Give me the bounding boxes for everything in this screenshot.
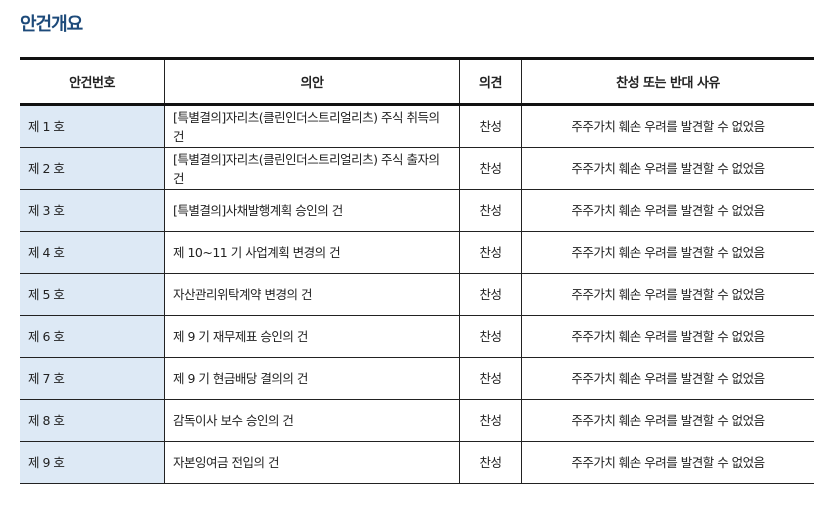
- agenda-title: 제 10~11 기 사업계획 변경의 건: [164, 231, 460, 274]
- agenda-number: 제 1 호: [20, 104, 165, 148]
- opinion: 찬성: [459, 273, 522, 316]
- header-reason: 찬성 또는 반대 사유: [521, 57, 814, 106]
- agenda-title: 제 9 기 재무제표 승인의 건: [164, 315, 460, 358]
- agenda-title: [특별결의]사채발행계획 승인의 건: [164, 189, 460, 232]
- agenda-title: 자본잉여금 전입의 건: [164, 441, 460, 484]
- reason: 주주가치 훼손 우려를 발견할 수 없었음: [521, 104, 814, 148]
- opinion: 찬성: [459, 399, 522, 442]
- agenda-number: 제 9 호: [20, 441, 165, 484]
- reason: 주주가치 훼손 우려를 발견할 수 없었음: [521, 399, 814, 442]
- agenda-title: 감독이사 보수 승인의 건: [164, 399, 460, 442]
- reason: 주주가치 훼손 우려를 발견할 수 없었음: [521, 315, 814, 358]
- opinion: 찬성: [459, 315, 522, 358]
- agenda-number: 제 4 호: [20, 231, 165, 274]
- reason: 주주가치 훼손 우려를 발견할 수 없었음: [521, 189, 814, 232]
- agenda-title: [특별결의]자리츠(클린인더스트리얼리츠) 주식 출자의 건: [164, 147, 460, 190]
- opinion: 찬성: [459, 189, 522, 232]
- table-row: 제 8 호 감독이사 보수 승인의 건 찬성 주주가치 훼손 우려를 발견할 수 없었…: [20, 399, 814, 442]
- table-row: 제 3 호 [특별결의]사채발행계획 승인의 건 찬성 주주가치 훼손 우려를 발견할…: [20, 189, 814, 232]
- header-opinion: 의견: [459, 57, 522, 106]
- table-row: 제 9 호 자본잉여금 전입의 건 찬성 주주가치 훼손 우려를 발견할 수 없었음: [20, 441, 814, 484]
- agenda-number: 제 2 호: [20, 147, 165, 190]
- agenda-number: 제 3 호: [20, 189, 165, 232]
- table-row: 제 2 호 [특별결의]자리츠(클린인더스트리얼리츠) 주식 출자의 건 찬성 주주가…: [20, 147, 814, 190]
- agenda-title: [특별결의]자리츠(클린인더스트리얼리츠) 주식 취득의 건: [164, 104, 460, 148]
- opinion: 찬성: [459, 441, 522, 484]
- opinion: 찬성: [459, 104, 522, 148]
- agenda-number: 제 5 호: [20, 273, 165, 316]
- agenda-title: 자산관리위탁계약 변경의 건: [164, 273, 460, 316]
- opinion: 찬성: [459, 357, 522, 400]
- agenda-title: 제 9 기 현금배당 결의의 건: [164, 357, 460, 400]
- table-row: 제 1 호 [특별결의]자리츠(클린인더스트리얼리츠) 주식 취득의 건 찬성 주주가…: [20, 104, 814, 148]
- reason: 주주가치 훼손 우려를 발견할 수 없었음: [521, 357, 814, 400]
- reason: 주주가치 훼손 우려를 발견할 수 없었음: [521, 273, 814, 316]
- reason: 주주가치 훼손 우려를 발견할 수 없었음: [521, 147, 814, 190]
- table-row: 제 5 호 자산관리위탁계약 변경의 건 찬성 주주가치 훼손 우려를 발견할 수 없…: [20, 273, 814, 316]
- opinion: 찬성: [459, 231, 522, 274]
- reason: 주주가치 훼손 우려를 발견할 수 없었음: [521, 231, 814, 274]
- header-agenda: 의안: [164, 57, 460, 106]
- table-header: 안건번호 의안 의견 찬성 또는 반대 사유: [20, 57, 814, 106]
- agenda-number: 제 6 호: [20, 315, 165, 358]
- page-title: 안건개요: [20, 14, 83, 35]
- reason: 주주가치 훼손 우려를 발견할 수 없었음: [521, 441, 814, 484]
- opinion: 찬성: [459, 147, 522, 190]
- agenda-number: 제 8 호: [20, 399, 165, 442]
- header-number: 안건번호: [20, 57, 165, 106]
- agenda-table: 안건번호 의안 의견 찬성 또는 반대 사유 제 1 호 [특별결의]자리츠(클린…: [20, 57, 814, 484]
- agenda-number: 제 7 호: [20, 357, 165, 400]
